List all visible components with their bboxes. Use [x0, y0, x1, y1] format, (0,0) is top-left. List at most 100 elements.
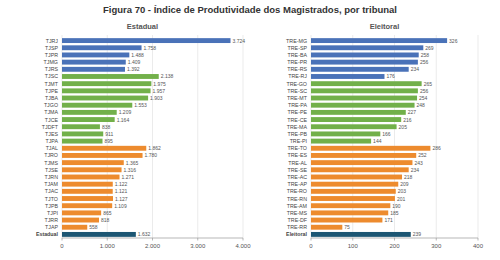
bar — [62, 53, 129, 58]
category-label: TJCE — [45, 117, 59, 123]
category-label: TRE-PB — [288, 131, 308, 137]
data-label: 227 — [408, 109, 417, 115]
tick-mark — [62, 238, 63, 241]
data-label: 254 — [419, 95, 428, 101]
bar — [62, 167, 122, 172]
tick-label: 4.000 — [235, 243, 251, 249]
category-label: TRE-PI — [290, 138, 307, 144]
figure: Figura 70 - Índice de Produtividade dos … — [0, 0, 500, 260]
bar — [62, 74, 159, 79]
bar — [62, 45, 142, 50]
category-label: TRE-RO — [287, 188, 307, 194]
data-label: 1.127 — [115, 196, 128, 202]
bar — [311, 38, 447, 43]
grid-line — [436, 35, 437, 238]
panel-title: Estadual — [127, 22, 158, 31]
data-label: 144 — [373, 138, 382, 144]
bar — [311, 60, 418, 65]
data-label: 1.392 — [127, 66, 140, 72]
bar — [311, 45, 423, 50]
data-label: 1.488 — [131, 52, 144, 58]
bar — [62, 232, 136, 237]
category-label: TRE-AP — [288, 181, 308, 187]
bars — [311, 38, 447, 237]
bar — [62, 139, 102, 144]
category-label: TRE-TO — [287, 145, 307, 151]
bar — [62, 189, 113, 194]
data-label: 239 — [413, 231, 422, 237]
bar — [62, 175, 120, 180]
category-label: TJAL — [46, 145, 58, 151]
category-label: TJSP — [45, 45, 58, 51]
tick-label: 3.000 — [190, 243, 206, 249]
category-label: TJAC — [45, 188, 58, 194]
tick-label: 300 — [431, 243, 442, 249]
panel: Eleitoral0100200300400TRE-MG326TRE-SP269… — [286, 22, 484, 249]
bar — [311, 88, 418, 93]
bars — [62, 38, 231, 237]
category-label: TRE-RR — [287, 224, 307, 230]
data-label: 258 — [421, 52, 430, 58]
bar — [311, 67, 409, 72]
bar — [311, 74, 384, 79]
tick-label: 1.000 — [100, 243, 116, 249]
tick-label: 0 — [309, 243, 313, 249]
data-label: 3.724 — [233, 38, 246, 44]
bar — [62, 124, 100, 129]
category-label: TRE-GO — [286, 81, 307, 87]
bar — [311, 131, 380, 136]
bar — [62, 203, 112, 208]
bar — [311, 124, 397, 129]
category-label: TRE-MG — [286, 38, 307, 44]
data-label: 911 — [105, 131, 113, 137]
bar — [62, 88, 151, 93]
bar — [62, 67, 125, 72]
category-label: TJGO — [44, 102, 58, 108]
bar — [311, 153, 416, 158]
bar — [62, 60, 126, 65]
category-label: TJRO — [44, 152, 58, 158]
data-label: 558 — [89, 224, 98, 230]
category-label: TRE-MA — [287, 124, 308, 130]
category-label: TRE-AC — [287, 174, 307, 180]
bar — [311, 232, 411, 237]
bar — [311, 160, 412, 165]
data-label: 234 — [411, 167, 420, 173]
category-label: TJTO — [45, 196, 58, 202]
category-label: TJMA — [44, 109, 58, 115]
category-label: TJMS — [44, 160, 58, 166]
data-label: 218 — [404, 174, 413, 180]
category-label: TRE-RS — [287, 66, 307, 72]
category-label: TJPR — [45, 52, 58, 58]
bar — [311, 175, 402, 180]
data-label: 326 — [449, 38, 458, 44]
tick-mark — [311, 238, 312, 241]
data-label: 1.365 — [126, 160, 139, 166]
category-label: TRE-AL — [288, 160, 307, 166]
bar — [311, 103, 415, 108]
data-label: 265 — [424, 81, 433, 87]
figure-title: Figura 70 - Índice de Produtividade dos … — [103, 4, 397, 15]
data-label: 190 — [392, 203, 401, 209]
data-label: 1.862 — [148, 145, 161, 151]
category-label: TJRJ — [46, 38, 59, 44]
data-label: 234 — [411, 66, 420, 72]
tick-mark — [478, 238, 479, 241]
category-label: TRE-MS — [287, 210, 308, 216]
category-label: TJMT — [44, 81, 58, 87]
category-label: TRE-SE — [288, 167, 308, 173]
category-label: TJDFT — [42, 124, 59, 130]
data-label: 185 — [390, 210, 399, 216]
data-label: 1.758 — [144, 45, 157, 51]
bar — [311, 225, 342, 230]
category-label: TJRS — [45, 66, 59, 72]
data-label: 209 — [400, 181, 409, 187]
x-axis — [62, 238, 243, 239]
category-label: TRE-SP — [288, 45, 308, 51]
bar — [311, 218, 382, 223]
data-label: 1.109 — [114, 203, 127, 209]
data-label: 171 — [384, 217, 393, 223]
category-label: TJPI — [47, 210, 58, 216]
tick-label: 2.000 — [145, 243, 161, 249]
grid-line — [478, 35, 479, 238]
